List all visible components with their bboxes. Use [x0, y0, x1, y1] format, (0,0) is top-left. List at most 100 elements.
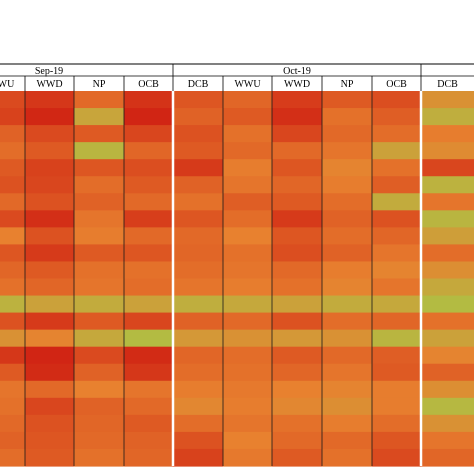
heatmap-cell — [74, 295, 124, 314]
column-label: DCB — [188, 79, 209, 90]
heatmap-cell — [223, 159, 272, 177]
heatmap-cell — [124, 142, 173, 160]
heatmap-cell — [421, 346, 474, 365]
month-group-label: Oct-19 — [283, 66, 311, 77]
heatmap-cell — [272, 210, 322, 228]
heatmap-cell — [0, 448, 25, 467]
heatmap-cell — [421, 244, 474, 263]
heatmap-cell — [421, 159, 474, 177]
heatmap-cell — [25, 431, 74, 450]
heatmap-cell — [272, 108, 322, 126]
column-label: WWD — [36, 79, 62, 90]
heatmap-cell — [25, 363, 74, 382]
heatmap-cell — [322, 346, 372, 365]
heatmap-cell — [223, 380, 272, 399]
heatmap-cell — [173, 261, 223, 280]
heatmap-cell — [372, 244, 421, 263]
heatmap-cell — [173, 380, 223, 399]
heatmap-cell — [421, 397, 474, 416]
heatmap-cell — [223, 91, 272, 109]
heatmap-cell — [0, 380, 25, 399]
heatmap-cell — [25, 448, 74, 467]
heatmap-cell — [223, 397, 272, 416]
month-group-label: Sep-19 — [35, 66, 63, 77]
heatmap-cell — [272, 312, 322, 331]
heatmap-cell — [272, 176, 322, 194]
column-label: NP — [93, 79, 106, 90]
heatmap-cell — [272, 278, 322, 297]
heatmap-cell — [322, 397, 372, 416]
heatmap-cell — [25, 414, 74, 433]
heatmap-cell — [421, 414, 474, 433]
heatmap-cell — [421, 278, 474, 297]
heatmap-cell — [322, 125, 372, 143]
heatmap-cell — [0, 227, 25, 246]
heatmap-cell — [372, 397, 421, 416]
heatmap-cell — [372, 448, 421, 467]
heatmap-cell — [25, 159, 74, 177]
heatmap-cell — [0, 363, 25, 382]
heatmap-cell — [173, 312, 223, 331]
heatmap-cell — [25, 227, 74, 246]
heatmap-cell — [372, 261, 421, 280]
heatmap-cell — [0, 210, 25, 228]
heatmap-cell — [223, 278, 272, 297]
heatmap-cell — [25, 244, 74, 263]
column-label: DCB — [437, 79, 458, 90]
heatmap-cell — [421, 431, 474, 450]
heatmap-cell — [74, 176, 124, 194]
heatmap-cell — [272, 329, 322, 348]
heatmap-cell — [124, 363, 173, 382]
heatmap-cell — [322, 448, 372, 467]
heatmap-cell — [372, 278, 421, 297]
heatmap-cell — [223, 125, 272, 143]
heatmap-cell — [74, 346, 124, 365]
heatmap-cell — [223, 295, 272, 314]
heatmap-cell — [322, 414, 372, 433]
heatmap-cell — [25, 108, 74, 126]
heatmap-cell — [272, 91, 322, 109]
heatmap-cell — [272, 261, 322, 280]
heatmap-cell — [173, 91, 223, 109]
heatmap-cell — [223, 414, 272, 433]
heatmap-cell — [421, 295, 474, 314]
heatmap-cell — [421, 125, 474, 143]
heatmap-cell — [74, 261, 124, 280]
heatmap-cell — [421, 329, 474, 348]
heatmap-cell — [0, 346, 25, 365]
heatmap-cell — [124, 176, 173, 194]
heatmap-cell — [0, 414, 25, 433]
heatmap-cell — [0, 329, 25, 348]
heatmap-cell — [372, 159, 421, 177]
heatmap-cell — [223, 227, 272, 246]
heatmap-cell — [372, 210, 421, 228]
heatmap-cell — [0, 312, 25, 331]
heatmap-cell — [173, 108, 223, 126]
heatmap-cell — [421, 142, 474, 160]
heatmap-cell — [74, 91, 124, 109]
heatmap-cell — [124, 448, 173, 467]
heatmap-cell — [421, 312, 474, 331]
heatmap-cell — [421, 193, 474, 211]
heatmap-cell — [25, 312, 74, 331]
heatmap-cell — [173, 329, 223, 348]
heatmap-cell — [322, 176, 372, 194]
heatmap-cell — [372, 363, 421, 382]
heatmap-cell — [322, 312, 372, 331]
heatmap-cell — [421, 261, 474, 280]
heatmap-cell — [272, 431, 322, 450]
heatmap-cell — [124, 159, 173, 177]
heatmap-cell — [124, 397, 173, 416]
heatmap-cell — [0, 108, 25, 126]
heatmap-cell — [223, 346, 272, 365]
heatmap-cell — [124, 108, 173, 126]
heatmap-cell — [173, 397, 223, 416]
column-label: NP — [341, 79, 354, 90]
heatmap-cell — [124, 346, 173, 365]
heatmap-cell — [223, 108, 272, 126]
heatmap-cell — [74, 431, 124, 450]
heatmap-cell — [25, 125, 74, 143]
column-label: OCB — [386, 79, 407, 90]
heatmap-cell — [124, 278, 173, 297]
heatmap-cell — [25, 397, 74, 416]
